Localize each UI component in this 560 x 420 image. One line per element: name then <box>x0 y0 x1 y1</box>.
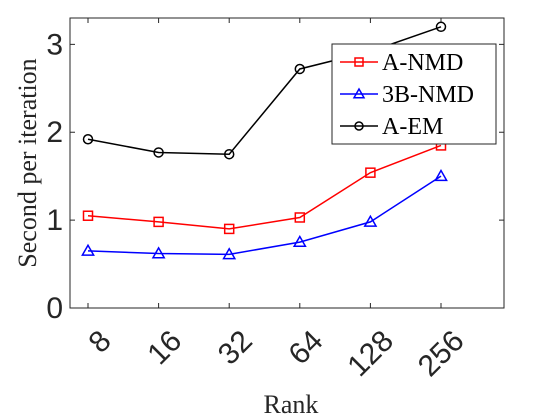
legend-label: A-EM <box>382 114 443 140</box>
x-tick-label: 8 <box>83 324 118 359</box>
x-tick-label: 32 <box>212 324 259 371</box>
y-tick-label: 1 <box>46 204 63 237</box>
y-axis-title: Second per iteration <box>13 58 42 267</box>
x-tick-label: 64 <box>283 324 330 371</box>
x-tick-label: 256 <box>412 324 471 383</box>
x-axis-title: Rank <box>264 390 319 419</box>
legend-label: A-NMD <box>382 50 463 76</box>
y-tick-label: 3 <box>46 28 63 61</box>
y-tick-label: 0 <box>46 292 63 325</box>
x-tick-label: 16 <box>141 324 188 371</box>
y-tick-label: 2 <box>46 116 63 149</box>
legend: A-NMD 3B-NMD A-EM <box>332 44 496 144</box>
x-tick-label: 128 <box>341 324 400 383</box>
legend-label: 3B-NMD <box>382 82 474 108</box>
